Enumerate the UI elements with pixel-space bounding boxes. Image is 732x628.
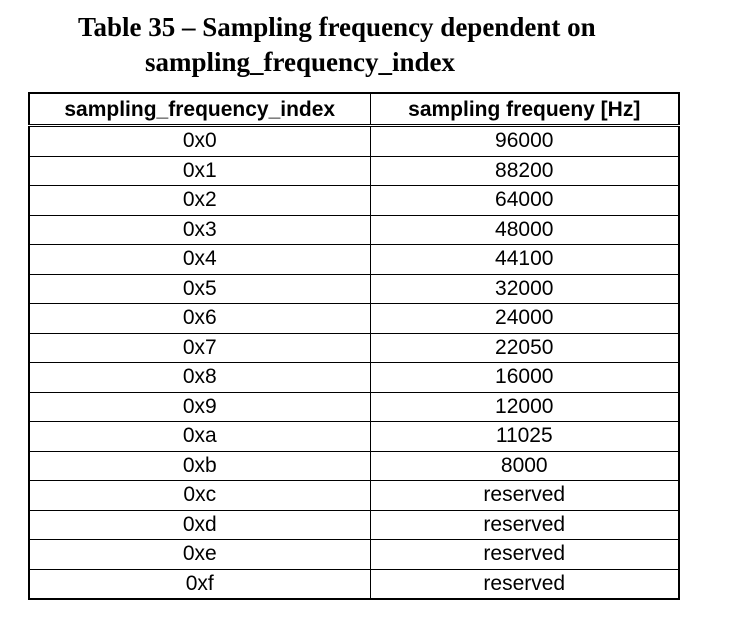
index-cell: 0x9 [29, 392, 371, 422]
index-cell: 0x0 [29, 125, 371, 157]
frequency-cell: 32000 [370, 274, 679, 304]
index-cell: 0xb [29, 451, 371, 481]
column-header-index: sampling_frequency_index [29, 93, 371, 127]
index-cell: 0x3 [29, 215, 371, 245]
table-row: 0x3 48000 [29, 215, 679, 245]
frequency-cell: reserved [370, 510, 679, 540]
frequency-cell: 88200 [370, 156, 679, 186]
caption-line-1: Table 35 – Sampling frequency dependent … [78, 12, 596, 42]
table-row: 0xc reserved [29, 480, 679, 511]
index-cell: 0x4 [29, 244, 371, 275]
index-cell: 0x8 [29, 362, 371, 393]
table-row: 0x8 16000 [29, 362, 679, 393]
index-cell: 0xa [29, 421, 371, 452]
table-row: 0xa 11025 [29, 421, 679, 452]
frequency-cell: 12000 [370, 392, 679, 422]
index-cell: 0x6 [29, 303, 371, 334]
column-header-frequency: sampling frequeny [Hz] [370, 93, 679, 127]
table-row: 0x7 22050 [29, 333, 679, 363]
frequency-cell: 11025 [370, 421, 679, 452]
table-row: 0xe reserved [29, 539, 679, 570]
frequency-cell: 96000 [370, 125, 679, 157]
frequency-cell: 16000 [370, 362, 679, 393]
caption-line-2: sampling_frequency_index [145, 47, 456, 77]
table-row: 0xf reserved [29, 569, 679, 599]
frequency-cell: reserved [483, 571, 566, 595]
index-cell: 0xe [29, 539, 371, 570]
table-row: 0x9 12000 [29, 392, 679, 422]
header-row: sampling_frequency_index sampling freque… [29, 93, 679, 127]
frequency-cell: 22050 [370, 333, 679, 363]
sampling-frequency-table: sampling_frequency_index sampling freque… [28, 92, 680, 600]
frequency-cell: reserved [370, 480, 679, 511]
table-row: 0x0 96000 [29, 125, 679, 157]
frequency-cell: 8000 [370, 451, 679, 481]
index-cell: 0x5 [29, 274, 371, 304]
index-cell: 0x1 [29, 156, 371, 186]
index-cell: 0xd [29, 510, 371, 540]
frequency-cell: 48000 [370, 215, 679, 245]
frequency-cell: reserved [370, 539, 679, 570]
table-row: 0x2 64000 [29, 185, 679, 216]
table-row: 0x5 32000 [29, 274, 679, 304]
index-cell: 0xf [29, 569, 371, 599]
index-cell: 0xc [29, 480, 371, 511]
table-row: 0x1 88200 [29, 156, 679, 186]
frequency-cell: 44100 [370, 244, 679, 275]
index-cell: 0x2 [29, 185, 371, 216]
frequency-cell: 64000 [370, 185, 679, 216]
table-row: 0xb 8000 [29, 451, 679, 481]
table-row: 0xd reserved [29, 510, 679, 540]
index-cell: 0x7 [29, 333, 371, 363]
table-row: 0x4 44100 [29, 244, 679, 275]
frequency-cell: 24000 [370, 303, 679, 334]
table-row: 0x6 24000 [29, 303, 679, 334]
